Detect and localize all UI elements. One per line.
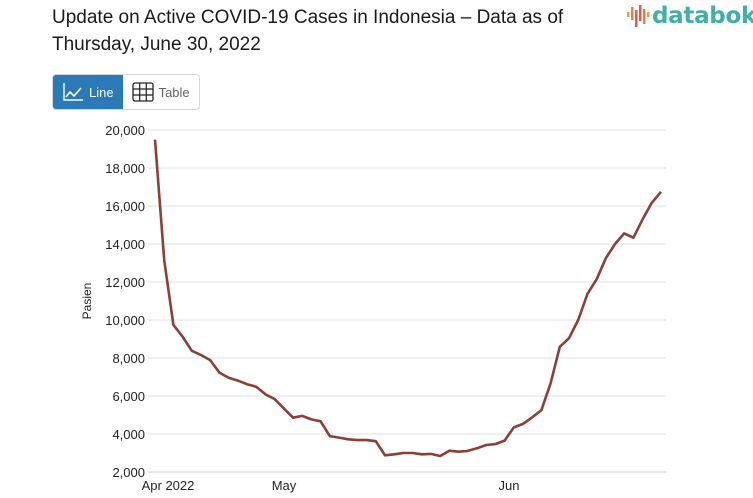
data-point[interactable] — [253, 384, 259, 390]
x-tick-label: Apr 2022 — [142, 478, 195, 493]
x-tick-label: May — [272, 478, 297, 493]
data-point[interactable] — [226, 375, 232, 381]
table-view-label: Table — [158, 84, 190, 100]
data-point[interactable] — [492, 441, 498, 447]
data-point[interactable] — [594, 276, 600, 282]
y-tick-label: 8,000 — [112, 351, 145, 366]
y-tick-label: 20,000 — [105, 123, 145, 138]
databoks-logo: databoks — [626, 3, 753, 29]
data-point[interactable] — [152, 137, 158, 143]
data-point[interactable] — [548, 380, 554, 386]
data-point[interactable] — [483, 442, 489, 448]
data-point[interactable] — [308, 416, 314, 422]
y-tick-label: 4,000 — [112, 427, 145, 442]
data-point[interactable] — [410, 450, 416, 456]
data-point[interactable] — [612, 241, 618, 247]
y-axis-ticks: 2,000 4,000 6,000 8,000 10,000 12,000 14,000 16… — [105, 123, 145, 480]
x-axis-ticks: Apr 2022 May Jun — [142, 478, 520, 493]
table-view-button[interactable]: Table — [122, 75, 199, 109]
data-point[interactable] — [529, 414, 535, 420]
data-point[interactable] — [502, 438, 508, 444]
y-tick-label: 10,000 — [105, 313, 145, 328]
data-point[interactable] — [207, 357, 213, 363]
line-view-button[interactable]: Line — [53, 75, 123, 109]
data-point[interactable] — [566, 335, 572, 341]
logo-bars-icon — [627, 5, 650, 27]
y-tick-label: 16,000 — [105, 199, 145, 214]
data-point[interactable] — [299, 413, 305, 419]
data-point[interactable] — [603, 255, 609, 261]
data-point[interactable] — [189, 348, 195, 354]
data-point[interactable] — [290, 415, 296, 421]
data-point[interactable] — [354, 437, 360, 443]
data-point[interactable] — [327, 433, 333, 439]
data-point[interactable] — [465, 448, 471, 454]
data-point[interactable] — [511, 424, 517, 430]
data-point[interactable] — [557, 344, 563, 350]
data-point[interactable] — [474, 445, 480, 451]
data-point[interactable] — [272, 396, 278, 402]
data-point[interactable] — [428, 451, 434, 457]
data-point[interactable] — [198, 352, 204, 358]
data-point[interactable] — [373, 438, 379, 444]
data-point[interactable] — [520, 421, 526, 427]
data-point[interactable] — [419, 451, 425, 457]
data-point[interactable] — [575, 317, 581, 323]
y-tick-label: 2,000 — [112, 465, 145, 480]
data-point[interactable] — [216, 370, 222, 376]
data-point[interactable] — [364, 437, 370, 443]
logo-text: databoks — [652, 3, 753, 29]
gridlines — [148, 129, 666, 473]
data-point[interactable] — [382, 452, 388, 458]
data-point[interactable] — [584, 291, 590, 297]
x-tick-label: Jun — [499, 478, 520, 493]
data-point[interactable] — [437, 453, 443, 459]
data-point[interactable] — [161, 257, 167, 263]
data-point[interactable] — [538, 407, 544, 413]
data-point[interactable] — [244, 381, 250, 387]
data-point[interactable] — [456, 449, 462, 455]
y-axis-label: Pasien — [80, 283, 94, 320]
series-line — [153, 139, 662, 458]
data-point[interactable] — [281, 405, 287, 411]
data-point[interactable] — [235, 378, 241, 384]
data-point[interactable] — [391, 451, 397, 457]
data-point[interactable] — [180, 334, 186, 340]
view-toggle: Line Table — [52, 74, 200, 110]
y-tick-label: 12,000 — [105, 275, 145, 290]
data-point[interactable] — [640, 216, 646, 222]
data-point[interactable] — [318, 418, 324, 424]
line-chart-icon — [63, 83, 83, 101]
data-point[interactable] — [621, 230, 627, 236]
data-point[interactable] — [446, 448, 452, 454]
data-point[interactable] — [336, 435, 342, 441]
data-point[interactable] — [400, 450, 406, 456]
y-tick-label: 14,000 — [105, 237, 145, 252]
table-grid-icon — [131, 82, 154, 102]
y-tick-label: 18,000 — [105, 161, 145, 176]
chart-title: Update on Active COVID-19 Cases in Indon… — [52, 7, 564, 55]
data-point[interactable] — [649, 200, 655, 206]
y-tick-label: 6,000 — [112, 389, 145, 404]
data-point[interactable] — [345, 436, 351, 442]
data-point[interactable] — [262, 391, 268, 397]
data-point[interactable] — [658, 189, 664, 195]
data-point[interactable] — [630, 235, 636, 241]
line-view-label: Line — [89, 84, 114, 100]
data-point[interactable] — [170, 322, 176, 328]
